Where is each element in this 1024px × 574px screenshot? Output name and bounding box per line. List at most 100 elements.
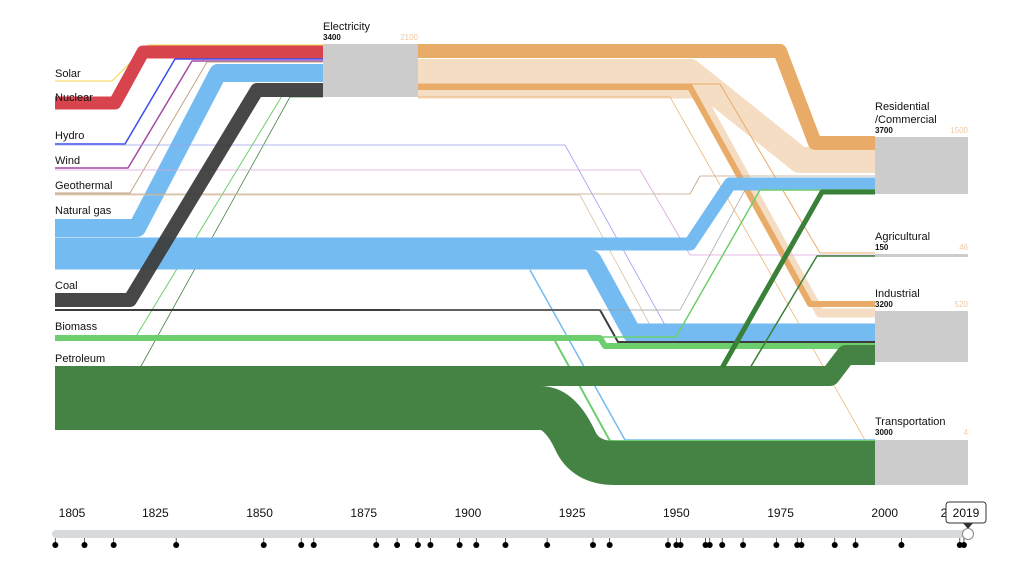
- timeline-event-dot[interactable]: [702, 542, 709, 548]
- selected-year: 2019: [953, 506, 980, 520]
- timeline-event-dot[interactable]: [298, 542, 305, 548]
- timeline-event-dot[interactable]: [794, 542, 801, 548]
- label-geothermal: Geothermal: [55, 180, 112, 192]
- node-labels: Electricity 3400 2100 Residential /Comme…: [323, 21, 969, 437]
- timeline-event-dot[interactable]: [544, 542, 551, 548]
- timeline-tick-label: 2000: [871, 506, 898, 520]
- loss-transportation: 4: [964, 428, 969, 437]
- flow-electricity-agricultural[interactable]: [418, 83, 875, 254]
- node-agricultural[interactable]: [875, 254, 968, 257]
- flow-hydro-industrial[interactable]: [55, 144, 875, 326]
- flow-electricity-loss-residential[interactable]: [418, 59, 875, 173]
- node-residential[interactable]: [875, 137, 968, 194]
- source-labels: Solar Nuclear Hydro Wind Geothermal Natu…: [55, 68, 112, 365]
- timeline-event-dot[interactable]: [414, 542, 421, 548]
- flow-natural-gas-electricity[interactable]: [55, 64, 323, 237]
- label-agricultural: Agricultural: [875, 231, 930, 243]
- timeline-tick-label: 1875: [350, 506, 377, 520]
- label-petroleum: Petroleum: [55, 353, 105, 365]
- timeline-tick-label: 1925: [559, 506, 586, 520]
- value-electricity: 3400: [323, 33, 341, 42]
- label-biomass: Biomass: [55, 321, 98, 333]
- flow-electricity-residential[interactable]: [418, 44, 875, 150]
- flow-biomass-industrial[interactable]: [55, 335, 875, 349]
- timeline-tick-label: 1900: [455, 506, 482, 520]
- value-transportation: 3000: [875, 428, 893, 437]
- timeline-tick-label: 1950: [663, 506, 690, 520]
- value-agricultural: 150: [875, 243, 889, 252]
- year-tooltip: 2019: [945, 501, 987, 529]
- flow-petroleum-industrial[interactable]: [55, 345, 875, 386]
- timeline-tick-label: 1825: [142, 506, 169, 520]
- label-nuclear: Nuclear: [55, 92, 93, 104]
- flow-electricity-industrial[interactable]: [418, 84, 875, 307]
- timeline-event-dot[interactable]: [81, 542, 88, 548]
- flow-electricity-loss-industrial[interactable]: [418, 89, 875, 318]
- flow-wind-industrial[interactable]: [55, 169, 875, 256]
- flow-biomass-transportation[interactable]: [554, 340, 875, 442]
- flow-petroleum-residential[interactable]: [719, 189, 875, 370]
- timeline-event-dot[interactable]: [310, 542, 317, 548]
- flow-natural-gas-industrial[interactable]: [55, 250, 875, 343]
- timeline-event-dot[interactable]: [606, 542, 613, 548]
- timeline-event-dot[interactable]: [898, 542, 905, 548]
- flow-nuclear-electricity[interactable]: [55, 45, 323, 110]
- label-coal: Coal: [55, 280, 78, 292]
- flow-geothermal-electricity[interactable]: [55, 61, 323, 194]
- timeline-event-dot[interactable]: [427, 542, 434, 548]
- timeline-event-dot[interactable]: [673, 542, 680, 548]
- label-hydro: Hydro: [55, 130, 84, 142]
- timeline-handle[interactable]: [962, 528, 974, 540]
- label-industrial: Industrial: [875, 288, 920, 300]
- flows: [55, 44, 875, 485]
- timeline-event-dot[interactable]: [473, 542, 480, 548]
- flow-hydro-electricity[interactable]: [55, 58, 323, 145]
- timeline-event-dot[interactable]: [456, 542, 463, 548]
- timeline-event-dot[interactable]: [960, 542, 967, 548]
- timeline-event-dot[interactable]: [740, 542, 747, 548]
- loss-residential: 1500: [950, 126, 968, 135]
- loss-agricultural: 46: [959, 243, 968, 252]
- flow-coal-industrial[interactable]: [55, 309, 875, 343]
- timeline-event-dot[interactable]: [831, 542, 838, 548]
- node-transportation[interactable]: [875, 440, 968, 485]
- label-natural-gas: Natural gas: [55, 205, 112, 217]
- flow-coal-electricity[interactable]: [55, 83, 323, 307]
- value-residential: 3700: [875, 126, 893, 135]
- label-wind: Wind: [55, 155, 80, 167]
- timeline-event-dot[interactable]: [590, 542, 596, 548]
- timeline-tick-label: 1805: [59, 506, 86, 520]
- timeline-tick-label: 1850: [246, 506, 273, 520]
- flow-biomass-residential[interactable]: [580, 189, 875, 338]
- timeline-events: [52, 538, 967, 548]
- label-transportation: Transportation: [875, 416, 946, 428]
- flow-petroleum-transportation[interactable]: [55, 386, 875, 485]
- timeline-event-dot[interactable]: [852, 542, 859, 548]
- timeline-event-dot[interactable]: [706, 542, 713, 548]
- flow-natural-gas-residential[interactable]: [55, 177, 875, 251]
- flow-petroleum-agricultural[interactable]: [749, 255, 875, 369]
- timeline-event-dot[interactable]: [110, 542, 117, 548]
- timeline-track[interactable]: [52, 530, 968, 538]
- flow-coal-residential[interactable]: [400, 189, 746, 311]
- timeline-event-dot[interactable]: [677, 542, 684, 548]
- timeline-event-dot[interactable]: [260, 542, 267, 548]
- node-industrial[interactable]: [875, 311, 968, 362]
- timeline-event-dot[interactable]: [665, 542, 672, 548]
- timeline-event-dot[interactable]: [52, 542, 59, 548]
- flow-wind-electricity[interactable]: [55, 60, 323, 169]
- timeline-event-dot[interactable]: [373, 542, 380, 548]
- timeline-event-dot[interactable]: [956, 542, 963, 548]
- timeline-event-dot[interactable]: [773, 542, 780, 548]
- timeline-event-dot[interactable]: [798, 542, 805, 548]
- label-solar: Solar: [55, 68, 81, 80]
- node-electricity[interactable]: [323, 44, 418, 97]
- timeline-event-dot[interactable]: [719, 542, 726, 548]
- timeline-event-dot[interactable]: [173, 542, 180, 548]
- timeline-event-dot[interactable]: [502, 542, 509, 548]
- flow-geothermal-residential[interactable]: [55, 175, 875, 195]
- timeline-event-dot[interactable]: [394, 542, 401, 548]
